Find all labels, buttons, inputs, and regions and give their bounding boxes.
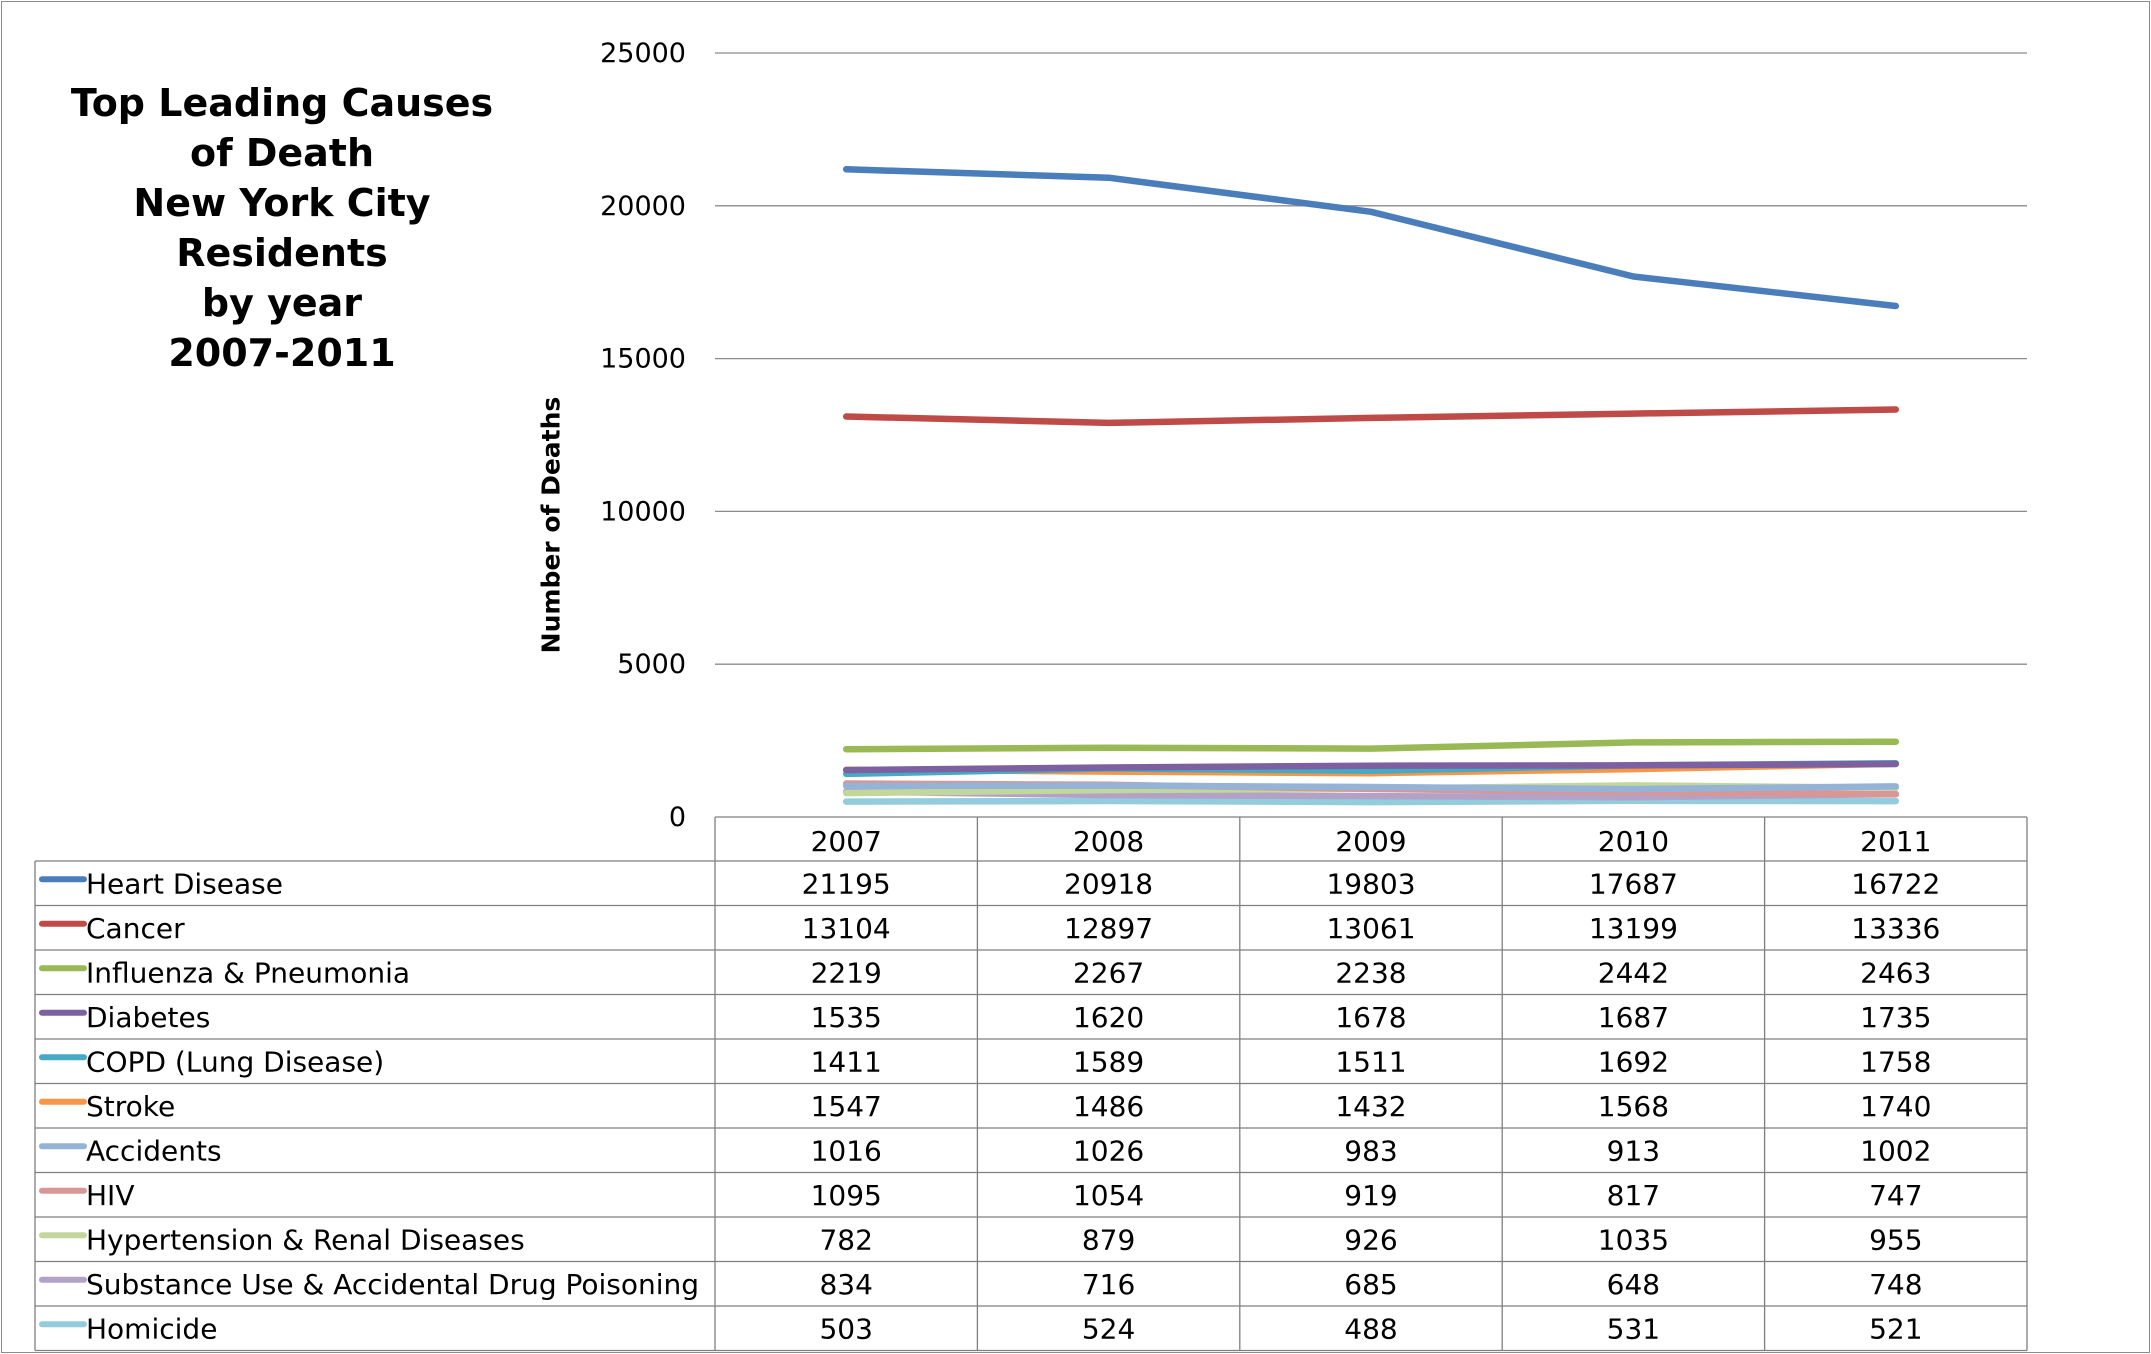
data-label: 1758 — [1860, 1045, 1931, 1078]
data-label: 1411 — [811, 1045, 882, 1078]
legend-label: Substance Use & Accidental Drug Poisonin… — [86, 1268, 699, 1301]
data-label: 1054 — [1073, 1179, 1144, 1212]
legend-label: Homicide — [86, 1312, 217, 1345]
series-line — [842, 166, 1900, 310]
data-label: 531 — [1607, 1312, 1660, 1345]
data-label: 716 — [1082, 1268, 1135, 1301]
data-label: 1535 — [811, 1001, 882, 1034]
legend-label: COPD (Lung Disease) — [86, 1045, 384, 1078]
chart-title-line: by year — [201, 281, 363, 325]
y-tick-label: 10000 — [600, 496, 686, 527]
data-label: 13199 — [1589, 912, 1678, 945]
chart-title-line: Top Leading Causes — [70, 81, 494, 125]
data-label: 1740 — [1860, 1090, 1931, 1123]
data-label: 1511 — [1335, 1045, 1406, 1078]
data-label: 1735 — [1860, 1001, 1931, 1034]
data-label: 919 — [1344, 1179, 1397, 1212]
data-label: 1692 — [1598, 1045, 1669, 1078]
x-tick-label: 2008 — [1073, 825, 1144, 858]
data-label: 503 — [819, 1312, 872, 1345]
data-label: 834 — [819, 1268, 872, 1301]
data-label: 782 — [819, 1223, 872, 1256]
series-line — [842, 406, 1900, 427]
legend-label: Hypertension & Renal Diseases — [86, 1223, 525, 1256]
chart-title-line: Residents — [176, 231, 388, 275]
data-label: 488 — [1344, 1312, 1397, 1345]
legend-label: Stroke — [86, 1090, 175, 1123]
legend-label: Influenza & Pneumonia — [86, 956, 410, 989]
series-line — [842, 782, 1900, 793]
data-label: 1016 — [811, 1134, 882, 1167]
data-label: 817 — [1607, 1179, 1660, 1212]
data-label: 2219 — [811, 956, 882, 989]
data-label: 1035 — [1598, 1223, 1669, 1256]
data-label: 1568 — [1598, 1090, 1669, 1123]
data-label: 13104 — [802, 912, 891, 945]
chart-title: Top Leading Causes of Death New York Cit… — [40, 78, 524, 378]
data-label: 13336 — [1851, 912, 1940, 945]
data-label: 685 — [1344, 1268, 1397, 1301]
y-tick-label: 25000 — [600, 38, 686, 69]
legend-label: Diabetes — [86, 1001, 210, 1034]
legend-label: Accidents — [86, 1134, 222, 1167]
data-label: 524 — [1082, 1312, 1135, 1345]
data-label: 1026 — [1073, 1134, 1144, 1167]
y-tick-label: 5000 — [617, 649, 686, 680]
data-label: 2267 — [1073, 956, 1144, 989]
data-label: 879 — [1082, 1223, 1135, 1256]
data-label: 1486 — [1073, 1090, 1144, 1123]
data-label: 648 — [1607, 1268, 1660, 1301]
x-tick-label: 2007 — [811, 825, 882, 858]
legend-label: Cancer — [86, 912, 185, 945]
data-label: 2238 — [1335, 956, 1406, 989]
data-label: 1095 — [811, 1179, 882, 1212]
data-label: 1589 — [1073, 1045, 1144, 1078]
data-label: 913 — [1607, 1134, 1660, 1167]
y-tick-label: 0 — [669, 802, 686, 833]
legend-label: Heart Disease — [86, 867, 283, 900]
data-label: 19803 — [1326, 867, 1415, 900]
series-line — [842, 738, 1900, 753]
data-label: 955 — [1869, 1223, 1922, 1256]
x-tick-label: 2009 — [1335, 825, 1406, 858]
data-label: 1620 — [1073, 1001, 1144, 1034]
x-tick-label: 2011 — [1860, 825, 1931, 858]
y-tick-label: 15000 — [600, 344, 686, 375]
data-label: 2463 — [1860, 956, 1931, 989]
data-label: 1547 — [811, 1090, 882, 1123]
data-label: 12897 — [1064, 912, 1153, 945]
data-label: 20918 — [1064, 867, 1153, 900]
data-label: 13061 — [1326, 912, 1415, 945]
data-label: 1432 — [1335, 1090, 1406, 1123]
series-line — [842, 760, 1900, 774]
x-tick-label: 2010 — [1598, 825, 1669, 858]
chart-title-line: of Death — [189, 131, 375, 175]
legend-label: HIV — [86, 1179, 134, 1212]
data-label: 521 — [1869, 1312, 1922, 1345]
chart-title-line: 2007-2011 — [168, 331, 396, 375]
data-label: 17687 — [1589, 867, 1678, 900]
data-label: 1687 — [1598, 1001, 1669, 1034]
data-label: 1002 — [1860, 1134, 1931, 1167]
data-label: 1678 — [1335, 1001, 1406, 1034]
data-label: 21195 — [802, 867, 891, 900]
data-label: 2442 — [1598, 956, 1669, 989]
y-tick-label: 20000 — [600, 191, 686, 222]
chart-title-line: New York City — [133, 181, 431, 225]
data-label: 16722 — [1851, 867, 1940, 900]
series-line — [842, 797, 1900, 806]
data-label: 747 — [1869, 1179, 1922, 1212]
data-label: 983 — [1344, 1134, 1397, 1167]
data-label: 926 — [1344, 1223, 1397, 1256]
data-label: 748 — [1869, 1268, 1922, 1301]
